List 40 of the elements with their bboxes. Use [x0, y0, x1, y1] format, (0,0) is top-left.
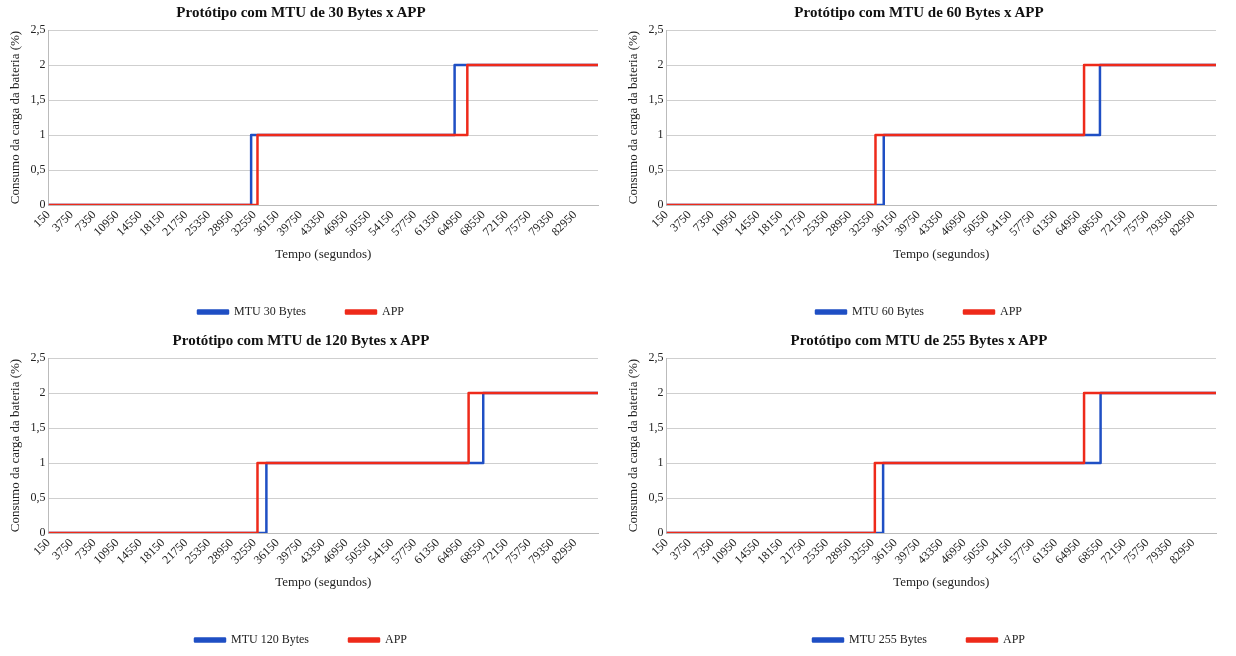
legend-label: APP [384, 632, 408, 647]
legend-label: APP [1002, 632, 1026, 647]
x-axis-title: Tempo (segundos) [275, 245, 372, 261]
legend-label: MTU 120 Bytes [230, 632, 310, 647]
y-tick-label: 2 [657, 57, 664, 72]
y-tick-label: 2 [39, 57, 46, 72]
y-tick-label: 1,5 [30, 420, 46, 435]
legend-label: MTU 30 Bytes [233, 304, 307, 319]
y-tick-label: 1,5 [30, 92, 46, 107]
y-axis-title: Consumo da carga da bateria (%) [7, 358, 23, 533]
chart-title: Protótipo com MTU de 255 Bytes x APP [790, 331, 1048, 348]
y-tick-label: 1 [39, 455, 46, 470]
legend-label: MTU 255 Bytes [848, 632, 928, 647]
y-tick-label: 2,5 [648, 22, 664, 37]
y-axis-title: Consumo da carga da bateria (%) [625, 358, 641, 533]
y-tick-label: 0,5 [30, 162, 46, 177]
y-tick-label: 2 [39, 385, 46, 400]
y-tick-label: 1 [657, 127, 664, 142]
chart-title: Protótipo com MTU de 30 Bytes x APP [176, 3, 426, 20]
chart-title: Protótipo com MTU de 120 Bytes x APP [172, 331, 430, 348]
y-tick-label: 1 [657, 455, 664, 470]
y-axis-title: Consumo da carga da bateria (%) [625, 30, 641, 205]
x-axis-title: Tempo (segundos) [275, 573, 372, 589]
legend-label: APP [381, 304, 405, 319]
legend-label: APP [999, 304, 1023, 319]
y-tick-label: 0,5 [648, 162, 664, 177]
y-tick-label: 2,5 [648, 350, 664, 365]
y-tick-label: 2 [657, 385, 664, 400]
y-axis-title: Consumo da carga da bateria (%) [7, 30, 23, 205]
x-axis-title: Tempo (segundos) [893, 573, 990, 589]
y-tick-label: 2,5 [30, 350, 46, 365]
y-tick-label: 1,5 [648, 420, 664, 435]
y-tick-label: 0,5 [648, 490, 664, 505]
y-tick-label: 0,5 [30, 490, 46, 505]
y-tick-label: 2,5 [30, 22, 46, 37]
y-tick-label: 1,5 [648, 92, 664, 107]
x-axis-title: Tempo (segundos) [893, 245, 990, 261]
chart-title: Protótipo com MTU de 60 Bytes x APP [794, 3, 1044, 20]
legend-label: MTU 60 Bytes [851, 304, 925, 319]
y-tick-label: 1 [39, 127, 46, 142]
